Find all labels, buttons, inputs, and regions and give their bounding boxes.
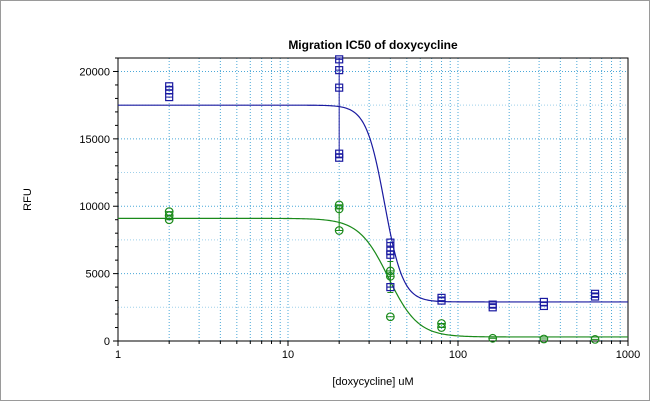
grid-major [118, 58, 628, 341]
chart-title: Migration IC50 of doxycycline [288, 38, 458, 52]
y-tick-label: 5000 [86, 269, 110, 281]
x-tick-label: 10 [282, 349, 294, 361]
plot-border [117, 57, 629, 342]
x-tick-label: 100 [449, 349, 467, 361]
data-points [164, 55, 600, 344]
y-axis-label: RFU [22, 188, 34, 211]
fit-curve-2 [118, 217, 628, 338]
x-tick-label: 1 [115, 349, 121, 361]
axis-ticks [113, 57, 629, 346]
y-tick-label: 10000 [79, 201, 110, 213]
y-tick-label: 0 [104, 336, 110, 348]
x-tick-label: 1000 [616, 349, 640, 361]
plot-area [118, 58, 628, 341]
x-axis-label: [doxycycline] uM [332, 376, 413, 388]
y-tick-label: 20000 [79, 66, 110, 78]
y-tick-label: 15000 [79, 134, 110, 146]
